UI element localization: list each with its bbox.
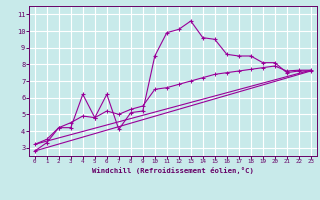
X-axis label: Windchill (Refroidissement éolien,°C): Windchill (Refroidissement éolien,°C) xyxy=(92,167,254,174)
